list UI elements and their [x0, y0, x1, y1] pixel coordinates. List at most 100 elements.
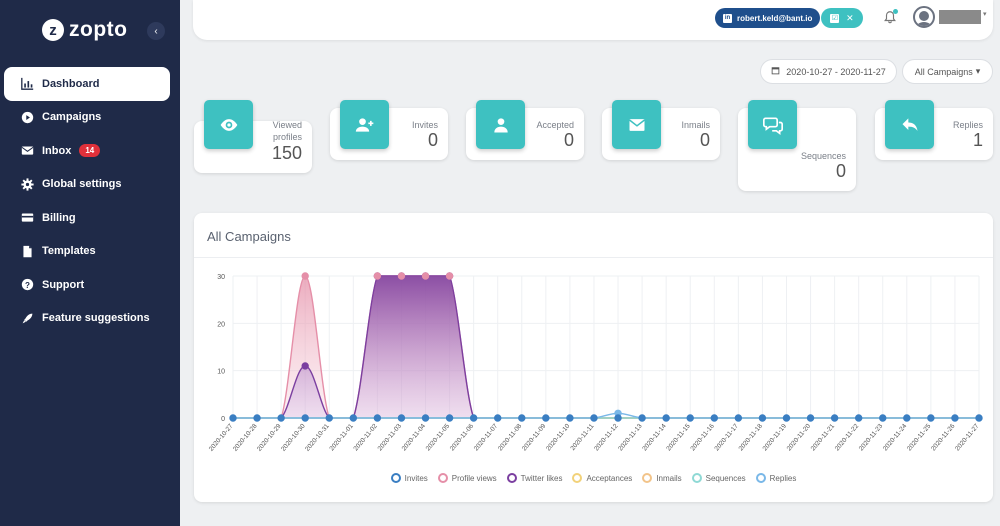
stat-label: Inmails: [681, 120, 710, 130]
data-point: [566, 414, 574, 422]
data-point: [301, 414, 309, 422]
stat-card-accepted: Accepted 0: [466, 100, 584, 160]
sidebar-item-feature-suggestions[interactable]: Feature suggestions: [4, 302, 170, 336]
avatar[interactable]: [913, 6, 935, 28]
x-tick-label: 2020-11-14: [641, 423, 668, 453]
x-tick-label: 2020-11-17: [713, 423, 740, 453]
sidebar-item-dashboard[interactable]: Dashboard: [4, 67, 170, 101]
data-point: [253, 414, 261, 422]
data-point: [445, 272, 454, 280]
x-tick-label: 2020-11-06: [449, 423, 476, 453]
sidebar-item-campaigns[interactable]: Campaigns: [4, 101, 170, 135]
data-point: [710, 414, 718, 422]
stat-value: 0: [563, 130, 574, 150]
account-email: robert.keld@bant.io: [737, 13, 813, 23]
data-point: [325, 414, 333, 422]
envelope-icon: [612, 100, 661, 149]
legend-label: Acceptances: [586, 473, 633, 483]
series-line: [233, 275, 979, 419]
stat-card-replies: Replies 1: [875, 100, 993, 160]
date-range-value: 2020-10-27 - 2020-11-27: [786, 66, 886, 77]
sidebar-item-global-settings[interactable]: Global settings: [4, 168, 170, 202]
x-tick-label: 2020-11-04: [401, 423, 428, 453]
bell-icon[interactable]: [883, 10, 897, 24]
legend-swatch: [572, 473, 583, 483]
legend-label: Sequences: [705, 473, 746, 483]
sidebar-nav: Dashboard Campaigns Inbox 14 Global set: [4, 67, 170, 335]
x-tick-label: 2020-11-24: [882, 423, 909, 453]
stat-value: 0: [427, 130, 438, 150]
x-tick-label: 2020-11-13: [617, 423, 644, 453]
credit-card-icon: [20, 211, 34, 225]
stat-value: 1: [972, 130, 983, 150]
logo-mark: z: [42, 19, 64, 41]
user-name-redacted[interactable]: [939, 10, 981, 24]
chart-title: All Campaigns: [207, 229, 291, 244]
data-point: [373, 414, 382, 422]
sidebar-collapse-button[interactable]: ‹: [147, 22, 165, 40]
x-tick-label: 2020-11-11: [569, 423, 595, 453]
calendar-icon: [771, 66, 780, 77]
data-point: [662, 414, 670, 422]
campaign-select[interactable]: All Campaigns ▾: [902, 59, 993, 84]
stat-label: Accepted: [536, 120, 574, 130]
legend-item[interactable]: Twitter likes: [506, 473, 562, 483]
data-point: [638, 414, 646, 422]
legend-item[interactable]: Replies: [755, 473, 796, 483]
chevron-down-icon[interactable]: ▾: [983, 11, 987, 18]
campaign-chart: 01020302020-10-272020-10-282020-10-29202…: [208, 272, 983, 453]
sidebar-item-billing[interactable]: Billing: [4, 201, 170, 235]
x-tick-label: 2020-11-23: [858, 423, 885, 453]
sidebar: z zopto ‹ Dashboard Campaigns: [0, 0, 180, 526]
stat-value: 150: [271, 143, 302, 163]
rocket-icon: [20, 311, 34, 325]
x-tick-label: 2020-11-26: [930, 423, 957, 453]
bar-chart-icon: [20, 77, 34, 91]
data-point: [397, 272, 406, 280]
sidebar-item-label: Support: [42, 278, 85, 291]
data-point: [614, 414, 622, 422]
sidebar-item-label: Feature suggestions: [42, 312, 150, 325]
legend-item[interactable]: Invites: [390, 473, 428, 483]
data-point: [758, 414, 767, 422]
data-point: [349, 414, 358, 422]
logo[interactable]: z zopto: [42, 18, 127, 42]
x-tick-label: 2020-11-12: [593, 423, 620, 453]
data-point: [469, 414, 478, 422]
x-tick-label: 2020-11-01: [328, 423, 355, 453]
sidebar-item-templates[interactable]: Templates: [4, 235, 170, 269]
legend-label: Invites: [404, 473, 428, 483]
account-status-toggle[interactable]: ☑ ✕: [821, 8, 863, 28]
y-tick-label: 30: [217, 274, 225, 281]
x-tick-label: 2020-11-21: [810, 423, 837, 453]
x-tick-label: 2020-11-16: [689, 423, 716, 453]
legend-item[interactable]: Acceptances: [572, 473, 632, 483]
comments-icon: [748, 100, 797, 149]
legend-item[interactable]: Sequences: [691, 473, 746, 483]
linkedin-account-button[interactable]: in robert.keld@bant.io: [715, 8, 821, 28]
data-point: [782, 414, 791, 422]
sidebar-item-support[interactable]: ? Support: [4, 268, 170, 302]
x-tick-label: 2020-11-19: [762, 423, 789, 453]
stat-card-sequences: Sequences 0: [738, 100, 856, 191]
legend-label: Profile views: [451, 473, 497, 483]
data-point: [590, 414, 598, 422]
x-tick-label: 2020-11-09: [521, 423, 548, 453]
legend-swatch: [642, 473, 653, 483]
date-range-picker[interactable]: 2020-10-27 - 2020-11-27: [760, 59, 897, 84]
chevron-down-icon: ▾: [975, 66, 981, 76]
legend-item[interactable]: Inmails: [642, 473, 682, 483]
data-point: [927, 414, 935, 422]
x-tick-label: 2020-11-07: [473, 423, 500, 453]
data-point: [951, 414, 959, 422]
sidebar-item-inbox[interactable]: Inbox 14: [4, 134, 170, 168]
legend-label: Inmails: [656, 473, 682, 483]
legend-swatch: [506, 473, 517, 483]
close-icon[interactable]: ✕: [846, 12, 854, 23]
question-circle-icon: ?: [20, 278, 34, 292]
chevron-left-icon: ‹: [154, 25, 158, 37]
x-tick-label: 2020-10-31: [304, 422, 331, 452]
x-tick-label: 2020-11-02: [352, 423, 379, 453]
legend-item[interactable]: Profile views: [437, 473, 497, 483]
